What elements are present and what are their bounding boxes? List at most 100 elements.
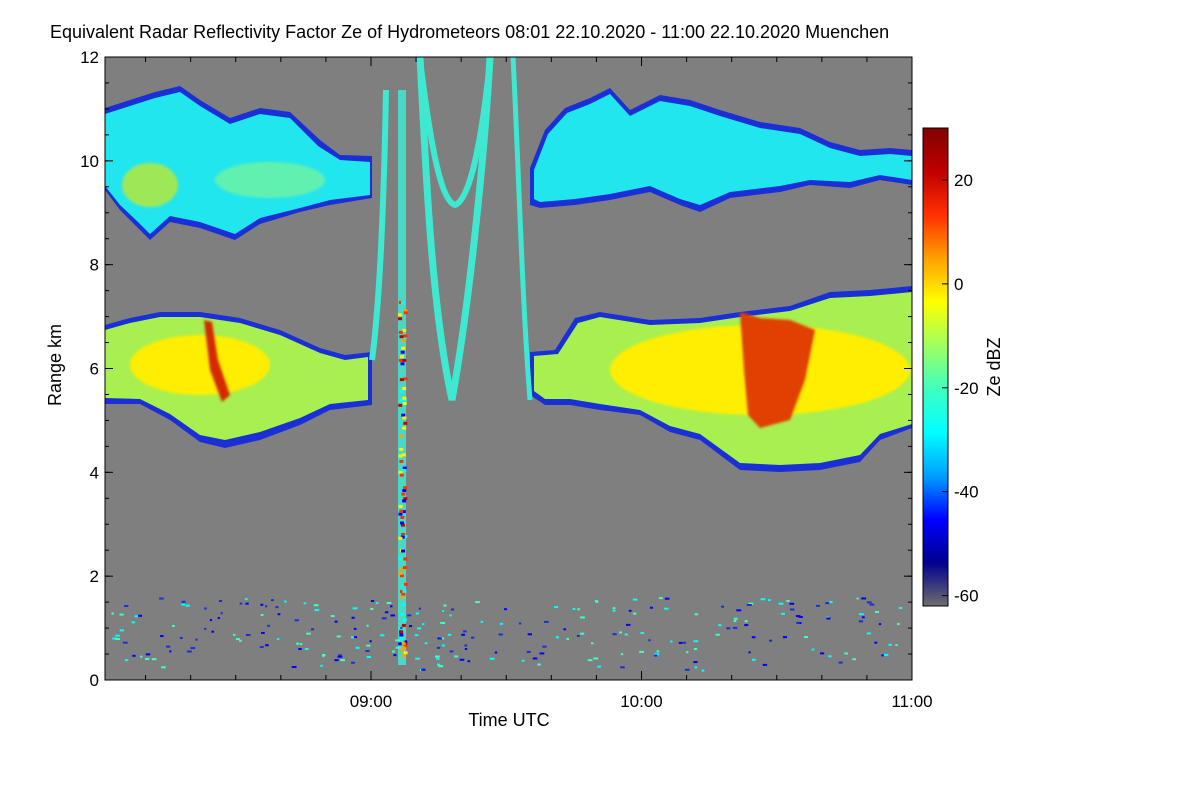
noise-speck (417, 627, 422, 630)
noise-speck (294, 619, 299, 622)
noise-speck (409, 625, 413, 628)
noise-speck (365, 650, 370, 653)
noise-speck (539, 652, 545, 655)
noise-speck (620, 666, 625, 669)
x-tick-label: 10:00 (620, 692, 663, 711)
lower-cloud-late-max (740, 312, 815, 428)
streak-speck (402, 387, 407, 391)
streak-speck (402, 489, 407, 493)
noise-speck (694, 666, 698, 669)
streak-speck (401, 583, 406, 587)
streak-speck (398, 300, 403, 304)
noise-speck (291, 666, 297, 669)
streak-speck (403, 309, 408, 313)
noise-speck (640, 631, 645, 634)
y-axis: 0 2 4 6 8 10 12 (80, 48, 912, 690)
streak-speck (398, 512, 403, 516)
streak-speck (399, 590, 404, 594)
noise-speck (686, 651, 689, 654)
upper-cloud-late (534, 94, 912, 205)
noise-speck (415, 657, 420, 660)
streak-speck (400, 636, 405, 640)
streak-speck (402, 566, 407, 570)
noise-speck (270, 599, 274, 602)
noise-speck (554, 606, 559, 609)
noise-speck (321, 654, 326, 657)
noise-speck (866, 601, 872, 604)
noise-speck (145, 653, 151, 656)
noise-speck (881, 654, 884, 657)
noise-speck (390, 614, 396, 617)
noise-speck (632, 598, 638, 601)
noise-speck (838, 661, 843, 664)
streak-speck (401, 646, 406, 650)
noise-speck (187, 650, 192, 653)
noise-speck (878, 623, 882, 626)
colorbar-tick-label: -20 (954, 379, 979, 398)
streak-speck (402, 618, 407, 622)
noise-speck (211, 630, 215, 633)
noise-speck (715, 633, 720, 636)
noise-speck (563, 628, 567, 631)
noise-speck (441, 644, 445, 647)
noise-speck (684, 668, 690, 671)
noise-speck (443, 604, 447, 607)
noise-speck (593, 657, 599, 660)
arc-feature (369, 89, 389, 361)
noise-speck (721, 605, 725, 608)
noise-speck (796, 621, 800, 624)
colorbar-label: Ze dBZ (984, 337, 1004, 396)
radar-echoes (105, 57, 912, 672)
x-axis-label: Time UTC (468, 710, 549, 730)
noise-speck (820, 652, 825, 655)
noise-speck (746, 603, 752, 606)
noise-speck (115, 634, 120, 637)
streak-speck (403, 421, 408, 425)
noise-speck (844, 652, 849, 655)
y-tick-label: 12 (80, 48, 99, 67)
noise-speck (499, 622, 504, 625)
low-level-noise (111, 597, 903, 672)
noise-speck (235, 638, 240, 641)
noise-speck (542, 645, 547, 648)
noise-speck (884, 653, 889, 656)
noise-speck (165, 645, 171, 648)
arc-feature (417, 59, 493, 209)
noise-speck (260, 603, 264, 606)
noise-speck (407, 614, 412, 617)
noise-speck (239, 639, 242, 642)
noise-speck (353, 636, 358, 639)
noise-speck (439, 637, 443, 640)
noise-speck (185, 604, 190, 607)
noise-speck (337, 655, 343, 658)
noise-speck (112, 637, 118, 640)
streak-speck (402, 426, 407, 430)
noise-speck (277, 613, 281, 616)
streak-speck (401, 532, 406, 536)
noise-speck (693, 647, 698, 650)
noise-speck (587, 659, 593, 662)
streak-speck (402, 499, 407, 503)
noise-speck (811, 648, 815, 651)
streak-speck (399, 567, 404, 571)
streak-speck (402, 398, 407, 402)
noise-speck (859, 613, 864, 616)
streak-speck (399, 574, 404, 578)
noise-speck (124, 605, 129, 608)
streak-speck (401, 602, 406, 606)
streak-speck (398, 557, 403, 561)
clutter-streak (398, 90, 406, 665)
noise-speck (526, 650, 531, 653)
noise-speck (244, 598, 248, 601)
noise-speck (161, 666, 166, 669)
noise-speck (566, 637, 570, 640)
noise-speck (336, 635, 341, 638)
noise-speck (628, 609, 632, 612)
x-tick-label: 11:00 (891, 692, 932, 711)
noise-speck (782, 636, 787, 639)
upper-cloud-early-core (215, 162, 325, 198)
noise-speck (751, 658, 756, 661)
noise-speck (418, 607, 421, 610)
colorbar-tick-label: -60 (954, 587, 979, 606)
